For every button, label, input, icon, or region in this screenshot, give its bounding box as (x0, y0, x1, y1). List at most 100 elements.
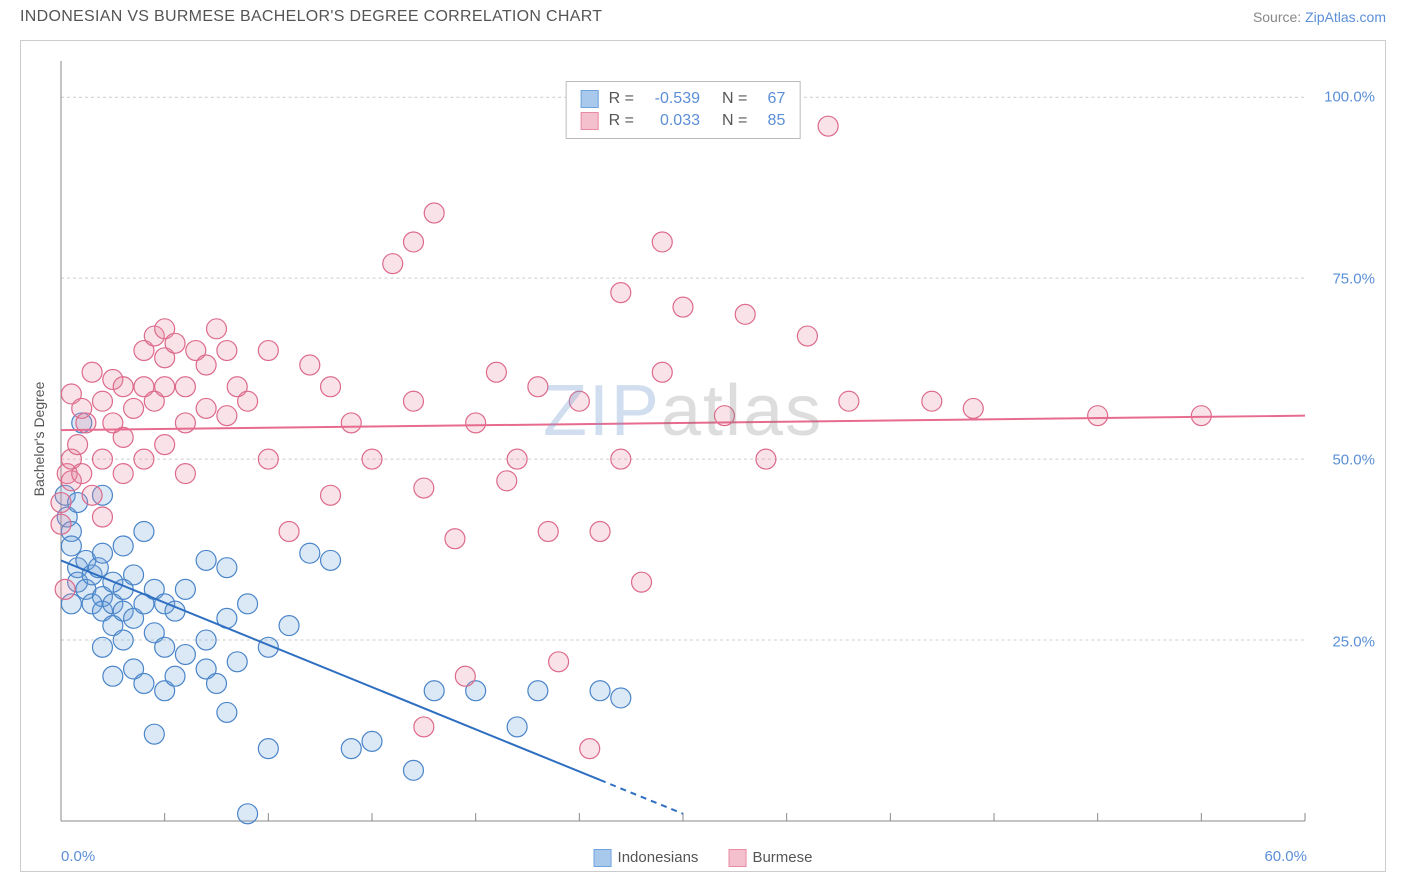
scatter-point (51, 514, 71, 534)
scatter-point (528, 377, 548, 397)
stats-row: R = 0.033 N = 85 (581, 110, 786, 132)
scatter-point (528, 681, 548, 701)
stats-swatch (581, 112, 599, 130)
scatter-point (341, 413, 361, 433)
scatter-point (155, 435, 175, 455)
stats-row: R =-0.539N =67 (581, 88, 786, 110)
stats-r-value: -0.539 (644, 90, 700, 108)
scatter-point (362, 731, 382, 751)
scatter-point (258, 341, 278, 361)
stats-swatch (581, 90, 599, 108)
scatter-point (341, 739, 361, 759)
scatter-point (652, 362, 672, 382)
scatter-point (1088, 406, 1108, 426)
stats-r-value: 0.033 (644, 112, 700, 130)
scatter-point (165, 666, 185, 686)
plot-area: ZIPatlas R =-0.539N =67R =0.033N =85 (61, 61, 1305, 821)
scatter-point (72, 464, 92, 484)
scatter-point (175, 377, 195, 397)
scatter-point (590, 681, 610, 701)
scatter-point (673, 297, 693, 317)
scatter-point (414, 717, 434, 737)
bottom-legend: Indonesians Burmese (594, 849, 813, 867)
scatter-point (175, 579, 195, 599)
scatter-point (507, 449, 527, 469)
scatter-point (321, 377, 341, 397)
scatter-point (238, 804, 258, 824)
scatter-point (756, 449, 776, 469)
scatter-point (92, 637, 112, 657)
y-tick-label: 75.0% (1332, 270, 1375, 287)
chart-container: Bachelor's Degree ZIPatlas R =-0.539N =6… (20, 40, 1386, 872)
scatter-point (238, 594, 258, 614)
scatter-point (279, 522, 299, 542)
scatter-point (321, 485, 341, 505)
scatter-point (580, 739, 600, 759)
scatter-point (507, 717, 527, 737)
scatter-point (175, 464, 195, 484)
scatter-point (217, 341, 237, 361)
trend-line-dashed (600, 780, 683, 814)
scatter-point (486, 362, 506, 382)
scatter-point (92, 543, 112, 563)
stats-n-label: N = (722, 112, 747, 130)
scatter-point (383, 254, 403, 274)
scatter-point (258, 739, 278, 759)
stats-n-value: 67 (757, 90, 785, 108)
scatter-point (113, 377, 133, 397)
source-attribution: Source: ZipAtlas.com (1253, 9, 1386, 25)
scatter-point (735, 304, 755, 324)
y-tick-label: 25.0% (1332, 633, 1375, 650)
scatter-point (124, 565, 144, 585)
scatter-point (155, 637, 175, 657)
scatter-point (922, 391, 942, 411)
scatter-point (238, 391, 258, 411)
scatter-point (196, 550, 216, 570)
scatter-point (455, 666, 475, 686)
legend-label: Burmese (752, 849, 812, 866)
scatter-point (196, 355, 216, 375)
y-axis-label: Bachelor's Degree (31, 382, 47, 497)
scatter-point (300, 355, 320, 375)
scatter-point (134, 674, 154, 694)
scatter-point (300, 543, 320, 563)
legend-label: Indonesians (618, 849, 699, 866)
scatter-point (1191, 406, 1211, 426)
scatter-point (68, 435, 88, 455)
scatter-point (134, 449, 154, 469)
x-tick-label: 0.0% (61, 848, 95, 865)
scatter-point (124, 398, 144, 418)
scatter-point (611, 283, 631, 303)
scatter-point (466, 413, 486, 433)
scatter-point (424, 203, 444, 223)
scatter-point (175, 413, 195, 433)
scatter-point (207, 319, 227, 339)
scatter-point (797, 326, 817, 346)
scatter-point (818, 116, 838, 136)
scatter-point (611, 688, 631, 708)
legend-swatch (728, 849, 746, 867)
scatter-point (113, 464, 133, 484)
stats-n-value: 85 (757, 112, 785, 130)
legend-item: Burmese (728, 849, 812, 867)
scatter-point (403, 232, 423, 252)
stats-legend-box: R =-0.539N =67 R = 0.033 N = 85 (566, 81, 801, 139)
scatter-point (82, 485, 102, 505)
scatter-point (549, 652, 569, 672)
scatter-point (652, 232, 672, 252)
source-link[interactable]: ZipAtlas.com (1305, 9, 1386, 25)
scatter-plot-svg (61, 61, 1305, 821)
scatter-point (113, 630, 133, 650)
scatter-point (196, 398, 216, 418)
scatter-point (445, 529, 465, 549)
scatter-point (196, 630, 216, 650)
scatter-point (963, 398, 983, 418)
scatter-point (632, 572, 652, 592)
scatter-point (92, 449, 112, 469)
x-tick-label: 60.0% (1264, 848, 1307, 865)
trend-line (61, 416, 1305, 430)
scatter-point (590, 522, 610, 542)
scatter-point (113, 536, 133, 556)
chart-title: INDONESIAN VS BURMESE BACHELOR'S DEGREE … (20, 8, 602, 26)
stats-r-label: R = (609, 112, 634, 130)
